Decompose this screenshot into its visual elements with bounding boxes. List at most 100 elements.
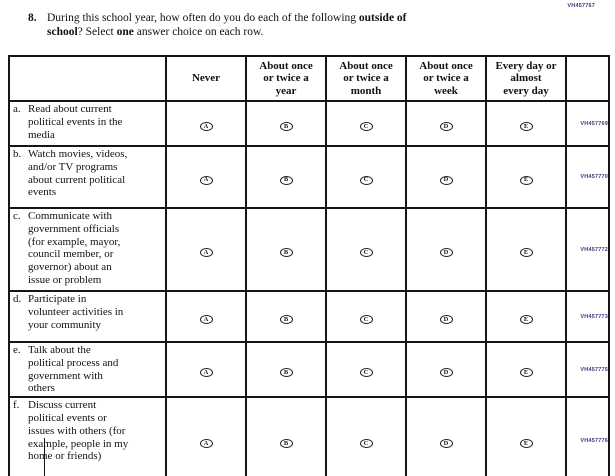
choice-cell-a: A [165, 207, 247, 292]
column-header-2: About once or twice a month [325, 55, 407, 102]
choice-cell-a: A [165, 396, 247, 476]
row-item-wrap: e. Talk about the political process and g… [10, 343, 165, 396]
row-id-code: VH457773 [565, 290, 610, 343]
answer-bubble-d[interactable]: D [439, 175, 453, 185]
table-row-c: c. Communicate with government officials … [8, 207, 610, 292]
answer-bubble-d[interactable]: D [439, 315, 453, 324]
choice-cell-d: D [405, 100, 487, 147]
row-item-text: Discuss current political events or issu… [28, 399, 129, 463]
row-id-code: VH457772 [565, 207, 610, 292]
answer-bubble-c[interactable]: C [359, 439, 373, 449]
row-item-wrap: a. Read about current political events in… [10, 102, 165, 142]
choice-cell-e: E [485, 145, 567, 209]
question-text: During this school year, how often do yo… [47, 12, 588, 39]
choice-cell-a: A [165, 145, 247, 209]
choice-cell-d: D [405, 340, 487, 399]
answer-bubble-b[interactable]: B [279, 315, 293, 324]
question-number: 8. [28, 12, 37, 24]
question-text-bold-segment: outside of [358, 12, 407, 24]
answer-bubble-d[interactable]: D [439, 122, 453, 131]
row-item-cell: b. Watch movies, videos, and/or TV progra… [8, 145, 167, 209]
choice-cell-d: D [405, 290, 487, 343]
grid-body: a. Read about current political events in… [8, 100, 610, 476]
question-text-bold-segment: school [47, 25, 78, 38]
grid-header: Never About once or twice a year About onc… [8, 55, 610, 102]
table-row-e: e. Talk about the political process and g… [8, 340, 610, 399]
column-header-1: About once or twice a year [245, 55, 327, 102]
answer-bubble-e[interactable]: E [519, 368, 533, 378]
answer-bubble-b[interactable]: B [279, 122, 293, 131]
answer-bubble-c[interactable]: C [359, 315, 373, 324]
table-corner-cell [8, 55, 167, 102]
row-item-cell: e. Talk about the political process and g… [8, 340, 167, 399]
row-item-cell: d. Participate in volunteer activities in… [8, 290, 167, 343]
answer-bubble-b[interactable]: B [279, 175, 293, 185]
row-id-code: VH457769 [565, 100, 610, 147]
question-id-code: VH457767 [567, 3, 595, 9]
answer-bubble-b[interactable]: B [279, 368, 293, 378]
answer-bubble-a[interactable]: A [199, 122, 213, 131]
question-text-segment: During this school year, how often do yo… [47, 12, 359, 24]
answer-bubble-c[interactable]: C [359, 122, 373, 131]
choice-cell-c: C [325, 100, 407, 147]
answer-bubble-d[interactable]: D [439, 368, 453, 378]
row-item-text: Watch movies, videos, and/or TV programs… [28, 148, 128, 199]
choice-cell-b: B [245, 145, 327, 209]
choice-cell-a: A [165, 100, 247, 147]
choice-cell-e: E [485, 340, 567, 399]
row-item-cell: c. Communicate with government officials … [8, 207, 167, 292]
choice-cell-b: B [245, 100, 327, 147]
answer-bubble-c[interactable]: C [359, 368, 373, 378]
choice-cell-d: D [405, 145, 487, 209]
choice-cell-e: E [485, 207, 567, 292]
choice-cell-e: E [485, 100, 567, 147]
choice-cell-e: E [485, 290, 567, 343]
row-item-text: Read about current political events in t… [28, 103, 123, 141]
answer-grid-table: Never About once or twice a year About onc… [8, 55, 610, 476]
answer-bubble-b[interactable]: B [279, 439, 293, 449]
choice-cell-d: D [405, 396, 487, 476]
row-letter: a. [13, 103, 21, 115]
answer-bubble-a[interactable]: A [199, 368, 213, 378]
answer-bubble-b[interactable]: B [279, 248, 293, 257]
answer-bubble-c[interactable]: C [359, 175, 373, 185]
row-letter: f. [13, 399, 20, 412]
scan-artifact-line [44, 438, 45, 476]
answer-bubble-e[interactable]: E [519, 175, 533, 185]
row-item-wrap: c. Communicate with government officials … [10, 209, 165, 288]
answer-bubble-e[interactable]: E [519, 439, 533, 449]
row-item-cell: a. Read about current political events in… [8, 100, 167, 147]
column-header-3: About once or twice a week [405, 55, 487, 102]
row-id-code: VH457776 [565, 396, 610, 476]
question-text-segment: answer choice on each row. [133, 25, 264, 38]
answer-bubble-a[interactable]: A [199, 175, 213, 185]
answer-bubble-e[interactable]: E [519, 315, 533, 324]
choice-cell-b: B [245, 396, 327, 476]
row-item-text: Talk about the political process and gov… [28, 344, 119, 395]
answer-bubble-d[interactable]: D [439, 439, 453, 449]
answer-bubble-e[interactable]: E [519, 122, 533, 131]
choice-cell-a: A [165, 340, 247, 399]
choice-cell-c: C [325, 290, 407, 343]
question-block: 8. During this school year, how often do… [28, 12, 588, 39]
question-text-segment: ? Select [77, 25, 117, 38]
header-row: Never About once or twice a year About onc… [8, 55, 610, 102]
choice-cell-d: D [405, 207, 487, 292]
answer-bubble-a[interactable]: A [199, 315, 213, 324]
answer-bubble-a[interactable]: A [199, 248, 213, 257]
table-row-f: f. Discuss current political events or is… [8, 396, 610, 476]
answer-bubble-a[interactable]: A [199, 439, 213, 449]
table-row-d: d. Participate in volunteer activities in… [8, 290, 610, 343]
answer-bubble-d[interactable]: D [439, 248, 453, 257]
row-item-wrap: d. Participate in volunteer activities in… [10, 292, 165, 332]
choice-cell-b: B [245, 207, 327, 292]
answer-bubble-e[interactable]: E [519, 248, 533, 257]
answer-bubble-c[interactable]: C [359, 248, 373, 257]
row-item-text: Participate in volunteer activities in y… [28, 293, 124, 331]
row-item-wrap: b. Watch movies, videos, and/or TV progra… [10, 147, 165, 200]
choice-cell-c: C [325, 145, 407, 209]
row-item-text: Communicate with government officials (f… [28, 210, 121, 286]
choice-cell-c: C [325, 340, 407, 399]
code-column-header [565, 55, 610, 102]
row-item-wrap: f. Discuss current political events or is… [10, 398, 165, 464]
